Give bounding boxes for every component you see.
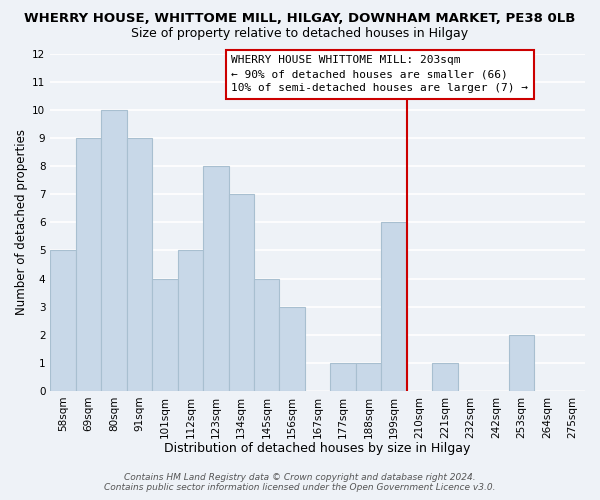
- Bar: [432, 363, 458, 391]
- Bar: [178, 250, 203, 391]
- X-axis label: Distribution of detached houses by size in Hilgay: Distribution of detached houses by size …: [164, 442, 471, 455]
- Text: Size of property relative to detached houses in Hilgay: Size of property relative to detached ho…: [131, 28, 469, 40]
- Bar: [280, 306, 305, 391]
- Bar: [509, 334, 534, 391]
- Bar: [101, 110, 127, 391]
- Bar: [76, 138, 101, 391]
- Bar: [331, 363, 356, 391]
- Bar: [356, 363, 381, 391]
- Bar: [254, 278, 280, 391]
- Bar: [50, 250, 76, 391]
- Bar: [127, 138, 152, 391]
- Bar: [229, 194, 254, 391]
- Text: WHERRY HOUSE, WHITTOME MILL, HILGAY, DOWNHAM MARKET, PE38 0LB: WHERRY HOUSE, WHITTOME MILL, HILGAY, DOW…: [25, 12, 575, 26]
- Bar: [203, 166, 229, 391]
- Text: WHERRY HOUSE WHITTOME MILL: 203sqm
← 90% of detached houses are smaller (66)
10%: WHERRY HOUSE WHITTOME MILL: 203sqm ← 90%…: [231, 56, 528, 94]
- Bar: [152, 278, 178, 391]
- Y-axis label: Number of detached properties: Number of detached properties: [15, 130, 28, 316]
- Bar: [381, 222, 407, 391]
- Text: Contains HM Land Registry data © Crown copyright and database right 2024.
Contai: Contains HM Land Registry data © Crown c…: [104, 473, 496, 492]
